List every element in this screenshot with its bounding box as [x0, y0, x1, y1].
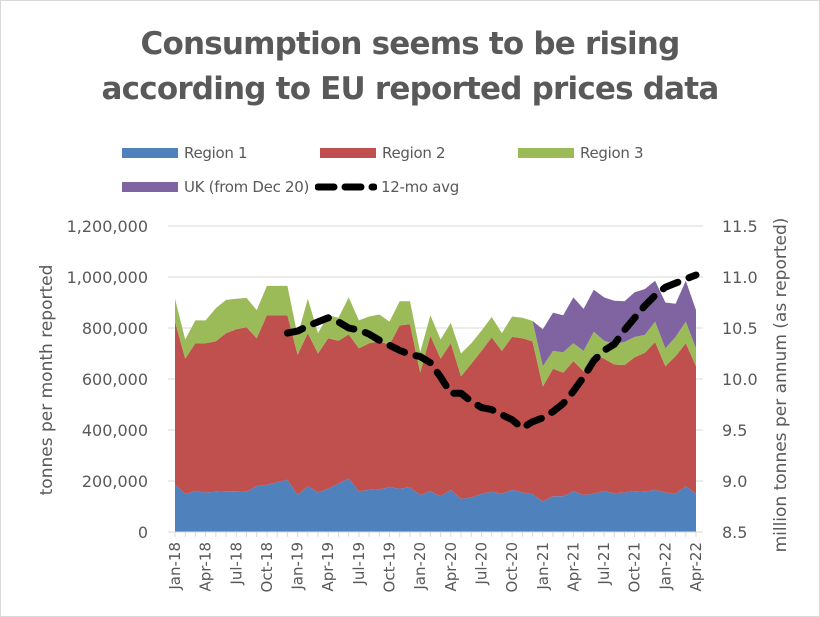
- area-uk-from-dec-20: [532, 280, 696, 367]
- y-tick-label: 400,000: [82, 421, 148, 440]
- legend-item-region-2[interactable]: Region 2: [320, 144, 446, 162]
- legend-label: Region 2: [382, 144, 446, 162]
- x-tick-label: Apr-20: [442, 542, 460, 592]
- y2-tick-label: 11.0: [722, 268, 758, 287]
- x-tick-label: Jul-19: [350, 542, 368, 586]
- stacked-areas: [175, 280, 696, 532]
- chart-title-line-1: Consumption seems to be rising: [140, 26, 681, 62]
- x-tick-label: Apr-19: [319, 542, 337, 592]
- y-tick-label: 1,000,000: [67, 268, 148, 287]
- x-tick-label: Jan-21: [534, 542, 552, 591]
- y-tick-label: 0: [138, 523, 148, 542]
- legend-item-12mo-avg[interactable]: 12-mo avg: [315, 178, 459, 196]
- y-axis-label: tonnes per month reported: [37, 265, 57, 496]
- x-tick-label: Jan-18: [166, 542, 184, 591]
- legend-item-region-1[interactable]: Region 1: [122, 144, 248, 162]
- y2-tick-label: 9.0: [722, 472, 747, 491]
- x-tick-label: Oct-19: [381, 542, 399, 592]
- chart-title-line-2: according to EU reported prices data: [101, 71, 720, 107]
- legend-swatch-12mo-avg: [315, 183, 377, 191]
- area-region-3: [175, 285, 696, 387]
- y-tick-label: 1,200,000: [67, 217, 148, 236]
- x-tick-label: Oct-21: [626, 542, 644, 592]
- x-tick-label: Jul-18: [227, 542, 245, 586]
- x-tick-label: Jul-20: [472, 542, 490, 586]
- area-region-1: [175, 478, 696, 532]
- x-tick-label: Oct-20: [503, 542, 521, 592]
- axes: 0 200,000 400,000 600,000 800,000 1,000,000 1,…: [67, 217, 758, 592]
- y2-tick-label: 10.5: [722, 319, 758, 338]
- x-tick-label: Apr-22: [687, 542, 705, 592]
- avg-line-layer: [283, 271, 700, 432]
- y2-axis-label: million tonnes per annum (as reported): [771, 218, 791, 553]
- y2-tick-label: 11.5: [722, 217, 758, 236]
- y2-tick-label: 8.5: [722, 523, 747, 542]
- area-region-2: [175, 315, 696, 502]
- y-tick-label: 200,000: [82, 472, 148, 491]
- x-tick-label: Jan-20: [411, 542, 429, 591]
- y2-tick-label: 9.5: [722, 421, 747, 440]
- legend-label: 12-mo avg: [381, 178, 459, 196]
- x-tick-label: Jul-21: [595, 542, 613, 586]
- legend-swatch-region-3: [518, 148, 574, 158]
- legend-label: Region 1: [184, 144, 248, 162]
- x-tick-label: Apr-21: [564, 542, 582, 592]
- x-tick-label: Apr-18: [197, 542, 215, 592]
- legend-item-region-3[interactable]: Region 3: [518, 144, 644, 162]
- y-tick-label: 800,000: [82, 319, 148, 338]
- x-tick-label: Oct-18: [258, 542, 276, 592]
- y-tick-label: 600,000: [82, 370, 148, 389]
- x-tick-label: Jan-22: [656, 542, 674, 591]
- legend-label: Region 3: [580, 144, 644, 162]
- legend-item-uk[interactable]: UK (from Dec 20): [122, 178, 309, 196]
- y2-tick-label: 10.0: [722, 370, 758, 389]
- legend-swatch-uk: [122, 182, 178, 192]
- legend-label: UK (from Dec 20): [184, 178, 310, 196]
- x-tick-label: Jan-19: [289, 542, 307, 591]
- line-12mo-avg: [283, 271, 700, 432]
- legend-swatch-region-1: [122, 148, 178, 158]
- chart-title: Consumption seems to be rising according…: [0, 22, 820, 112]
- legend-swatch-region-2: [320, 148, 376, 158]
